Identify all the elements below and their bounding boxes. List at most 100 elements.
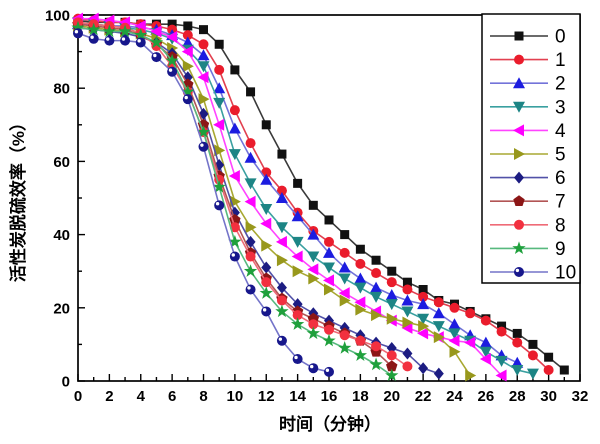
marker-circle (527, 350, 538, 361)
x-tick-label: 14 (289, 388, 306, 405)
marker-circle-dot-highlight (247, 286, 251, 290)
marker-triangle-down (307, 251, 320, 263)
axis-tick-labels: 0 2 4 6 8 10 12 14 16 18 20 22 24 26 28 30 3202040608010… (45, 8, 588, 406)
marker-square (528, 339, 538, 349)
marker-triangle-left (323, 274, 334, 287)
series-6-line (77, 27, 440, 375)
marker-circle (292, 310, 303, 321)
marker-circle-dot (292, 354, 303, 365)
y-axis-title: 活性炭脱硫效率（%） (8, 114, 28, 282)
marker-triangle-left (354, 296, 366, 309)
marker-triangle-right (514, 148, 525, 160)
marker-star (134, 28, 148, 41)
marker-circle-dot (151, 52, 162, 63)
marker-pentagon (513, 195, 525, 207)
marker-triangle-right (449, 345, 461, 358)
marker-circle (512, 337, 523, 348)
marker-circle (371, 341, 382, 352)
legend-item-label: 8 (555, 215, 566, 236)
legend-item-1: 1 (490, 50, 566, 71)
marker-circle (514, 219, 524, 230)
legend-item-label: 7 (555, 192, 566, 213)
marker-triangle-up (338, 261, 351, 273)
marker-square (293, 178, 303, 188)
marker-triangle-left (213, 118, 225, 131)
marker-star (259, 286, 273, 299)
marker-square (261, 120, 271, 130)
marker-triangle-down (354, 282, 367, 294)
marker-diamond (245, 235, 256, 248)
marker-triangle-down (432, 321, 445, 333)
marker-triangle-right (245, 221, 257, 234)
marker-triangle-down (197, 61, 210, 73)
marker-triangle-down (244, 178, 257, 190)
y-tick-label: 80 (53, 81, 70, 98)
series-8 (73, 17, 413, 372)
marker-circle-dot (276, 335, 287, 346)
marker-circle-dot-highlight (121, 37, 126, 41)
marker-circle (514, 54, 524, 65)
marker-triangle-right (292, 265, 304, 278)
legend-item-label: 3 (555, 97, 566, 118)
marker-circle (543, 365, 554, 376)
marker-triangle-down (448, 328, 461, 340)
marker-triangle-right (418, 320, 430, 333)
marker-square (167, 19, 177, 29)
marker-triangle-up (213, 82, 226, 94)
x-tick-label: 8 (199, 388, 207, 405)
marker-triangle-left (513, 124, 524, 137)
x-tick-label: 30 (540, 388, 557, 405)
marker-triangle-right (198, 93, 210, 106)
marker-triangle-up (385, 288, 398, 300)
marker-diamond (276, 281, 287, 294)
marker-triangle-up (479, 336, 492, 348)
marker-circle (214, 64, 225, 75)
marker-circle-dot-highlight (184, 95, 188, 100)
marker-triangle-up (260, 173, 273, 185)
marker-triangle-down (213, 97, 226, 109)
marker-diamond (229, 206, 240, 219)
marker-circle-dot-highlight (262, 308, 267, 312)
marker-square (387, 266, 397, 276)
x-tick-label: 12 (258, 388, 275, 405)
marker-triangle-up (417, 298, 430, 310)
marker-triangle-left (244, 195, 256, 208)
marker-triangle-left (495, 369, 507, 382)
marker-star (243, 264, 258, 277)
x-tick-label: 32 (572, 388, 589, 405)
marker-triangle-left (166, 30, 178, 43)
marker-circle-dot-highlight (74, 30, 79, 34)
marker-circle (386, 277, 397, 288)
marker-square (246, 87, 256, 97)
x-tick-label: 18 (352, 388, 369, 405)
marker-circle-dot-highlight (153, 53, 157, 58)
marker-triangle-left (401, 321, 413, 334)
marker-triangle-right (402, 316, 414, 329)
marker-triangle-down (417, 313, 430, 325)
marker-circle-dot (182, 94, 193, 105)
marker-triangle-right (465, 369, 477, 382)
marker-triangle-left (181, 45, 193, 58)
legend-item-label: 0 (555, 27, 566, 48)
marker-square (214, 39, 224, 49)
marker-triangle-right (276, 254, 288, 267)
y-tick-label: 20 (53, 300, 70, 317)
marker-circle (276, 295, 287, 306)
x-tick-label: 6 (168, 388, 176, 405)
marker-square (497, 321, 507, 331)
legend-item-label: 2 (555, 74, 566, 95)
legend-item-label: 9 (555, 239, 566, 260)
marker-star (87, 22, 101, 36)
marker-star (322, 333, 336, 347)
marker-triangle-up (401, 294, 414, 306)
marker-square (308, 200, 318, 210)
marker-star (228, 234, 242, 248)
marker-circle (261, 277, 272, 288)
legend-item-9: 9 (490, 239, 566, 260)
marker-diamond (433, 367, 444, 380)
marker-triangle-up (432, 307, 445, 319)
marker-circle (245, 138, 256, 149)
marker-triangle-right (433, 331, 445, 344)
marker-triangle-right (261, 239, 273, 252)
